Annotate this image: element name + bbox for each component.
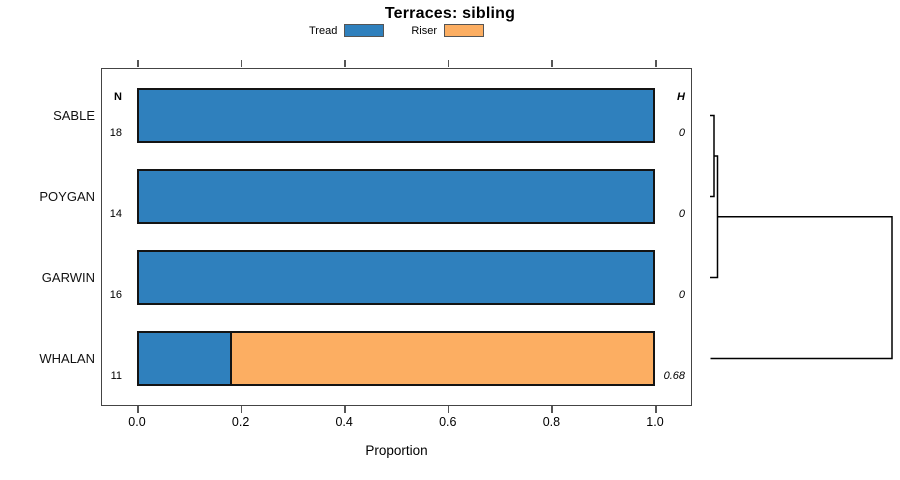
x-axis-label: Proportion: [365, 443, 428, 458]
h-column-header: H: [677, 91, 685, 103]
legend-swatch-tread: [344, 24, 385, 37]
bar-segment-riser: [231, 333, 653, 384]
x-tick-label: 0.6: [439, 415, 457, 429]
x-tick-bottom: [551, 406, 553, 413]
chart-title: Terraces: sibling: [384, 5, 516, 22]
bar-row: [137, 169, 655, 224]
x-tick-top: [344, 60, 346, 67]
n-value: 11: [110, 370, 122, 382]
x-tick-label: 0.8: [542, 415, 561, 429]
h-value: 0: [678, 127, 685, 139]
bar-segment-tread: [139, 90, 653, 141]
bar-segment-tread: [139, 171, 653, 222]
x-tick-top: [655, 60, 657, 67]
dendrogram-merge-1: [710, 114, 715, 198]
x-tick-bottom: [344, 406, 346, 413]
bar-row: [137, 250, 655, 305]
h-value: 0: [678, 208, 685, 220]
legend-item-tread: Tread: [309, 24, 385, 37]
n-value: 14: [109, 208, 122, 220]
bar-segment-tread: [139, 252, 653, 303]
bar-segment-tread: [139, 333, 232, 384]
dendrogram: [710, 114, 893, 360]
legend-label-tread: Tread: [309, 24, 338, 37]
x-tick-bottom: [137, 406, 139, 413]
row-label: WHALAN: [39, 351, 95, 366]
h-value: 0.68: [663, 370, 685, 382]
x-tick-bottom: [447, 406, 450, 413]
n-value: 18: [109, 127, 122, 139]
row-label: SABLE: [53, 108, 95, 123]
row-label: POYGAN: [39, 189, 95, 204]
plot-area: [101, 68, 692, 406]
legend-label-riser: Riser: [411, 24, 437, 37]
n-value: 16: [109, 289, 122, 301]
x-tick-label: 0.2: [231, 415, 250, 429]
n-column-header: N: [114, 91, 122, 103]
x-tick-top: [551, 60, 553, 67]
legend: Tread Riser: [101, 24, 692, 37]
x-tick-label: 0.0: [128, 415, 146, 429]
x-tick-bottom: [240, 406, 243, 413]
legend-swatch-riser: [444, 24, 484, 37]
x-tick-bottom: [655, 406, 657, 413]
bar-row: [137, 88, 655, 143]
x-tick-top: [137, 60, 139, 67]
dendrogram-merge-3: [710, 216, 893, 360]
x-tick-label: 1.0: [646, 415, 664, 429]
row-label: GARWIN: [41, 270, 95, 285]
x-tick-top: [240, 60, 243, 67]
x-tick-label: 0.4: [335, 415, 353, 429]
bar-row: [137, 331, 655, 386]
legend-item-riser: Riser: [411, 24, 484, 37]
h-value: 0: [678, 289, 685, 301]
x-tick-top: [447, 60, 450, 67]
